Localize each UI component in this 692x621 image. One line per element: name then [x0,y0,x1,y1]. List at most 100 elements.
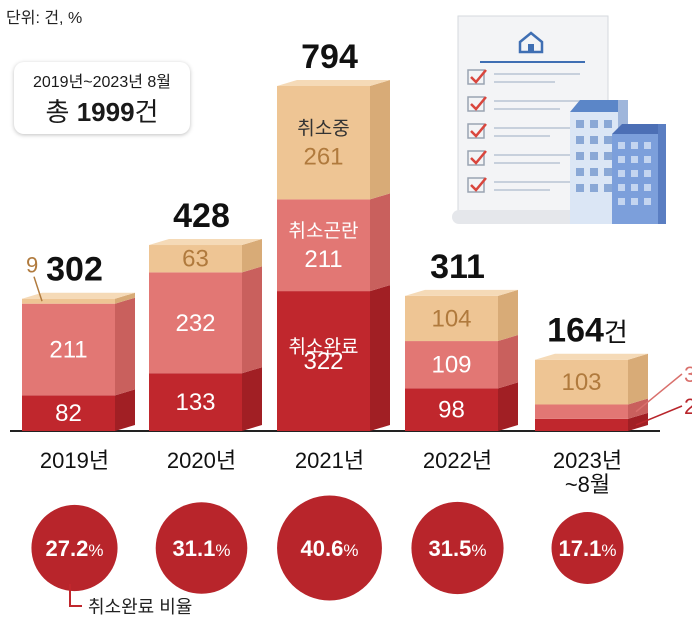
ratio-number: 17.1 [559,536,602,561]
segment-value-5-3: 103 [561,369,601,396]
bar-top-2 [149,239,262,246]
bar-segment-side [628,398,648,419]
bar-segment-4-1 [405,382,518,431]
bar-segment-face [149,373,242,431]
bar-segment-side [370,80,390,200]
summary-total-suffix: 건 [134,97,159,127]
bar-segment-side [498,335,518,389]
bar-total-value: 794 [301,38,358,76]
bar-segment-side [242,239,262,273]
ratio-percent-sign: % [215,541,230,560]
bar-segment-side [498,289,518,342]
bar-top-3 [277,80,390,86]
category-label-2: 2020년 [167,448,236,473]
bar-segment-2-2 [149,266,262,374]
bar-segment-side [498,382,518,431]
bar-segment-side [115,292,135,304]
segment-value-1-3: 9 [26,253,38,278]
ratio-circle-5 [551,512,624,584]
ratio-percent-sign: % [471,541,486,560]
bar-segment-face [405,388,498,431]
bar-segment-face [149,272,242,374]
bar-segment-3-1 [277,285,390,431]
series-label-1: 취소완료 [289,336,359,358]
bar-segment-5-2 [535,398,648,419]
ratio-number: 31.5 [429,536,472,561]
summary-total: 총 1999건 [14,92,190,129]
bar-total-value: 302 [46,251,103,289]
ratio-label: 취소완료 비율 [88,597,192,617]
category-label-1: 2019년 [40,448,109,473]
bar-segment-face [22,298,115,304]
segment-value-4-1: 98 [438,397,465,424]
segment-value-4-3: 104 [431,305,471,332]
bar-segment-3-2 [277,193,390,292]
bar-segment-face [149,245,242,273]
bar-segment-face [277,291,370,431]
bar-segment-side [242,367,262,431]
bar-segment-3-3 [277,80,390,200]
ratio-text-4: 31.5% [429,536,487,561]
ratio-circle-1 [31,504,118,592]
bar-total-3: 794 [301,38,358,76]
ratio-percent-sign: % [343,541,358,560]
bar-segment-5-1 [535,412,648,431]
bar-total-suffix: 건 [604,318,628,348]
bar-segment-face [405,295,498,342]
bar-segment-face [405,341,498,389]
leader-line [635,405,683,426]
segment-value-3-1: 322 [303,348,343,375]
bar-segment-side [370,193,390,292]
ratio-percent-sign: % [601,541,616,560]
summary-total-value: 1999 [76,97,135,127]
ratio-text-1: 27.2% [46,536,104,561]
ratio-text-5: 17.1% [559,536,617,561]
segment-value-2-1: 133 [175,389,215,416]
bar-total-value: 311 [430,248,485,286]
segment-value-3-3: 261 [303,144,343,171]
segment-value-4-2: 109 [431,352,471,379]
leader-line [635,373,683,413]
bar-total-5: 164건 [547,312,628,350]
series-label-2: 취소곤란 [289,220,359,242]
bar-segment-side [628,412,648,431]
bar-segment-side [242,266,262,374]
bar-total-1: 302 [46,251,103,289]
summary-period: 2019년~2023년 8월 [32,74,172,91]
bar-total-value: 164 [547,312,604,350]
segment-value-2-2: 232 [175,310,215,337]
ratio-circle-2 [155,502,248,594]
leader-line [33,276,43,302]
segment-value-1-2: 211 [49,337,87,364]
bar-segment-face [535,404,628,419]
bar-top-1 [22,292,135,299]
category-label-5: 2023년 [553,448,622,473]
bar-segment-1-1 [22,389,135,431]
bar-segment-1-2 [22,297,135,396]
ratio-text-3: 40.6% [301,536,359,561]
bar-top-4 [405,289,518,296]
segment-value-5-2: 33 [684,362,692,387]
segment-value-3-2: 211 [304,246,342,273]
bar-segment-5-3 [535,353,648,405]
bar-segment-4-3 [405,289,518,342]
bar-segment-side [115,297,135,396]
bar-segment-side [115,389,135,431]
ratio-circle-4 [411,501,504,595]
summary-box: 2019년~2023년 8월 총 1999건 [14,62,190,134]
bar-segment-face [277,199,370,292]
category-label-4: 2022년 [423,448,492,473]
bar-segment-face [535,418,628,431]
category-label-5-line2: ~8월 [565,472,610,497]
bar-segment-2-3 [149,239,262,273]
unit-label: 단위: 건, % [6,10,83,27]
bar-segment-side [370,285,390,431]
segment-value-1-1: 82 [55,400,82,427]
bar-segment-face [277,86,370,200]
ratio-percent-sign: % [88,541,103,560]
summary-total-prefix: 총 [45,97,70,127]
ratio-number: 27.2 [46,536,89,561]
